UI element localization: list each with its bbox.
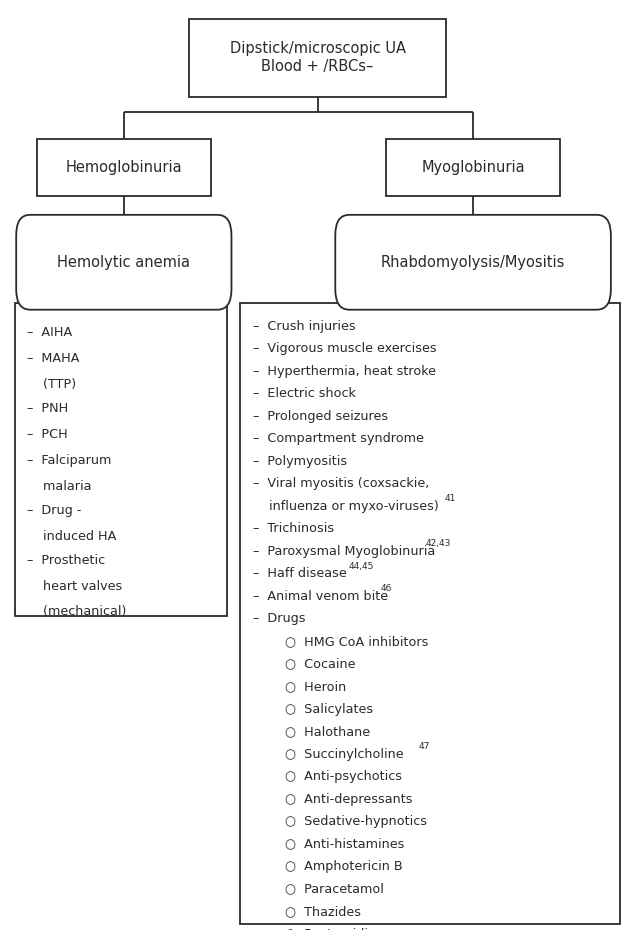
- Text: Rhabdomyolysis/Myositis: Rhabdomyolysis/Myositis: [381, 255, 565, 270]
- Text: –  Falciparum: – Falciparum: [27, 454, 112, 467]
- Text: ○  Halothane: ○ Halothane: [253, 725, 370, 738]
- Text: –  Hyperthermia, heat stroke: – Hyperthermia, heat stroke: [253, 365, 436, 378]
- FancyBboxPatch shape: [15, 303, 227, 616]
- FancyBboxPatch shape: [240, 303, 620, 924]
- Text: –  Compartment syndrome: – Compartment syndrome: [253, 432, 424, 445]
- Text: –  Crush injuries: – Crush injuries: [253, 320, 356, 333]
- Text: –  Prolonged seizures: – Prolonged seizures: [253, 410, 388, 423]
- Text: induced HA: induced HA: [27, 530, 117, 543]
- Text: ○  Cocaine: ○ Cocaine: [253, 658, 355, 671]
- Text: Hemolytic anemia: Hemolytic anemia: [57, 255, 190, 270]
- Text: –  Paroxysmal Myoglobinuria: – Paroxysmal Myoglobinuria: [253, 545, 435, 558]
- Text: –  Viral myositis (coxsackie,: – Viral myositis (coxsackie,: [253, 477, 429, 490]
- Text: Hemoglobinuria: Hemoglobinuria: [65, 160, 182, 175]
- Text: ○  HMG CoA inhibitors: ○ HMG CoA inhibitors: [253, 635, 428, 648]
- FancyBboxPatch shape: [189, 19, 446, 97]
- Text: 44,45: 44,45: [349, 562, 374, 571]
- Text: ○  Salicylates: ○ Salicylates: [253, 702, 373, 715]
- Text: (TTP): (TTP): [27, 378, 76, 391]
- FancyBboxPatch shape: [17, 215, 231, 310]
- Text: heart valves: heart valves: [27, 580, 123, 593]
- Text: ○  Pentamidine: ○ Pentamidine: [253, 927, 384, 930]
- Text: ○  Sedative-hypnotics: ○ Sedative-hypnotics: [253, 815, 427, 828]
- Text: ○  Anti-depressants: ○ Anti-depressants: [253, 792, 412, 805]
- Text: ○  Anti-psychotics: ○ Anti-psychotics: [253, 770, 402, 783]
- Text: ○  Succinylcholine: ○ Succinylcholine: [253, 748, 403, 761]
- Text: Dipstick/microscopic UA
Blood + /RBCs–: Dipstick/microscopic UA Blood + /RBCs–: [229, 42, 406, 73]
- Text: –  Electric shock: – Electric shock: [253, 388, 356, 401]
- FancyBboxPatch shape: [386, 139, 560, 196]
- Text: ○  Paracetamol: ○ Paracetamol: [253, 883, 384, 896]
- FancyBboxPatch shape: [37, 139, 211, 196]
- Text: influenza or myxo-viruses): influenza or myxo-viruses): [253, 500, 439, 513]
- FancyBboxPatch shape: [335, 215, 611, 310]
- Text: ○  Thazides: ○ Thazides: [253, 905, 361, 918]
- Text: ○  Amphotericin B: ○ Amphotericin B: [253, 860, 403, 873]
- Text: 47: 47: [419, 742, 431, 751]
- Text: –  AIHA: – AIHA: [27, 326, 72, 339]
- Text: –  Animal venom bite: – Animal venom bite: [253, 590, 388, 603]
- Text: –  PNH: – PNH: [27, 402, 69, 415]
- Text: –  Trichinosis: – Trichinosis: [253, 523, 334, 536]
- Text: malaria: malaria: [27, 480, 92, 493]
- Text: Myoglobinuria: Myoglobinuria: [421, 160, 525, 175]
- Text: ○  Heroin: ○ Heroin: [253, 680, 346, 693]
- Text: –  MAHA: – MAHA: [27, 352, 80, 365]
- Text: –  Prosthetic: – Prosthetic: [27, 554, 105, 567]
- Text: –  Haff disease: – Haff disease: [253, 567, 347, 580]
- Text: ○  Anti-histamines: ○ Anti-histamines: [253, 838, 404, 851]
- Text: –  PCH: – PCH: [27, 428, 68, 441]
- Text: (mechanical): (mechanical): [27, 604, 126, 618]
- Text: –  Drugs: – Drugs: [253, 613, 305, 626]
- Text: 42,43: 42,43: [425, 539, 451, 549]
- Text: –  Vigorous muscle exercises: – Vigorous muscle exercises: [253, 342, 436, 355]
- Text: –  Drug -: – Drug -: [27, 504, 82, 517]
- Text: –  Polymyositis: – Polymyositis: [253, 455, 347, 468]
- Text: 41: 41: [444, 495, 456, 503]
- Text: 46: 46: [380, 584, 392, 593]
